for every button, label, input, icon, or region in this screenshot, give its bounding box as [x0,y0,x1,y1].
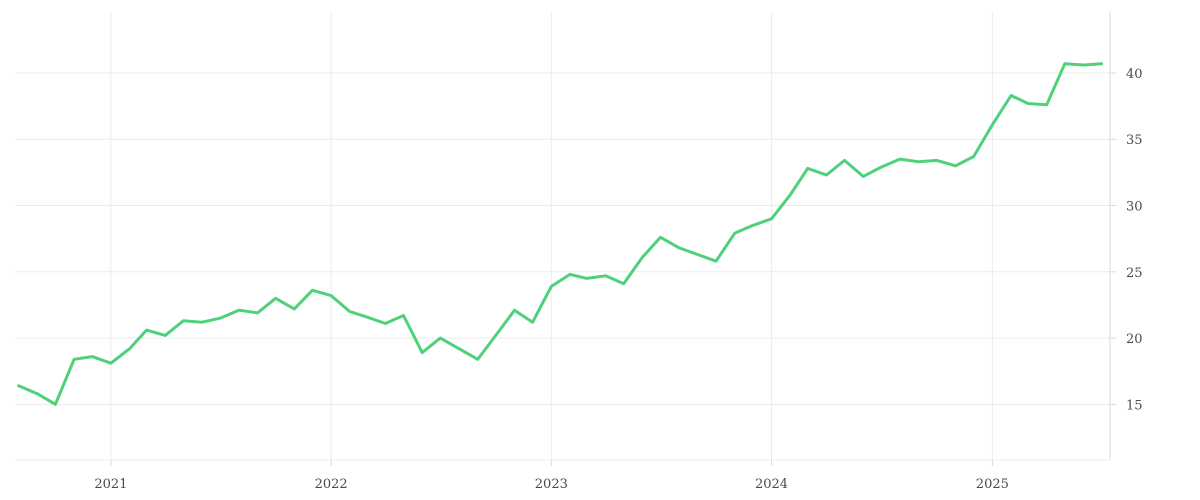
y-tick-label: 35 [1126,133,1143,148]
x-axis-tick-labels: 2021 2022 2023 2024 2025 [94,477,1009,492]
y-tick-label: 20 [1126,332,1143,347]
series-line [17,62,1104,406]
x-tick-label: 2025 [976,477,1009,492]
x-tick-label: 2024 [755,477,788,492]
y-tick-label: 40 [1126,67,1143,82]
horizontal-grid-lines [15,72,1110,405]
series-group [17,62,1104,406]
y-tick-label: 30 [1126,200,1143,215]
x-tick-label: 2023 [535,477,568,492]
vertical-grid-lines [110,12,993,460]
x-tick-label: 2022 [315,477,348,492]
y-tick-label: 15 [1126,398,1143,413]
y-tick-label: 25 [1126,266,1143,281]
axes [15,12,1116,466]
y-axis-tick-labels: 15 20 25 30 35 40 [1126,67,1143,413]
x-tick-label: 2021 [94,477,127,492]
